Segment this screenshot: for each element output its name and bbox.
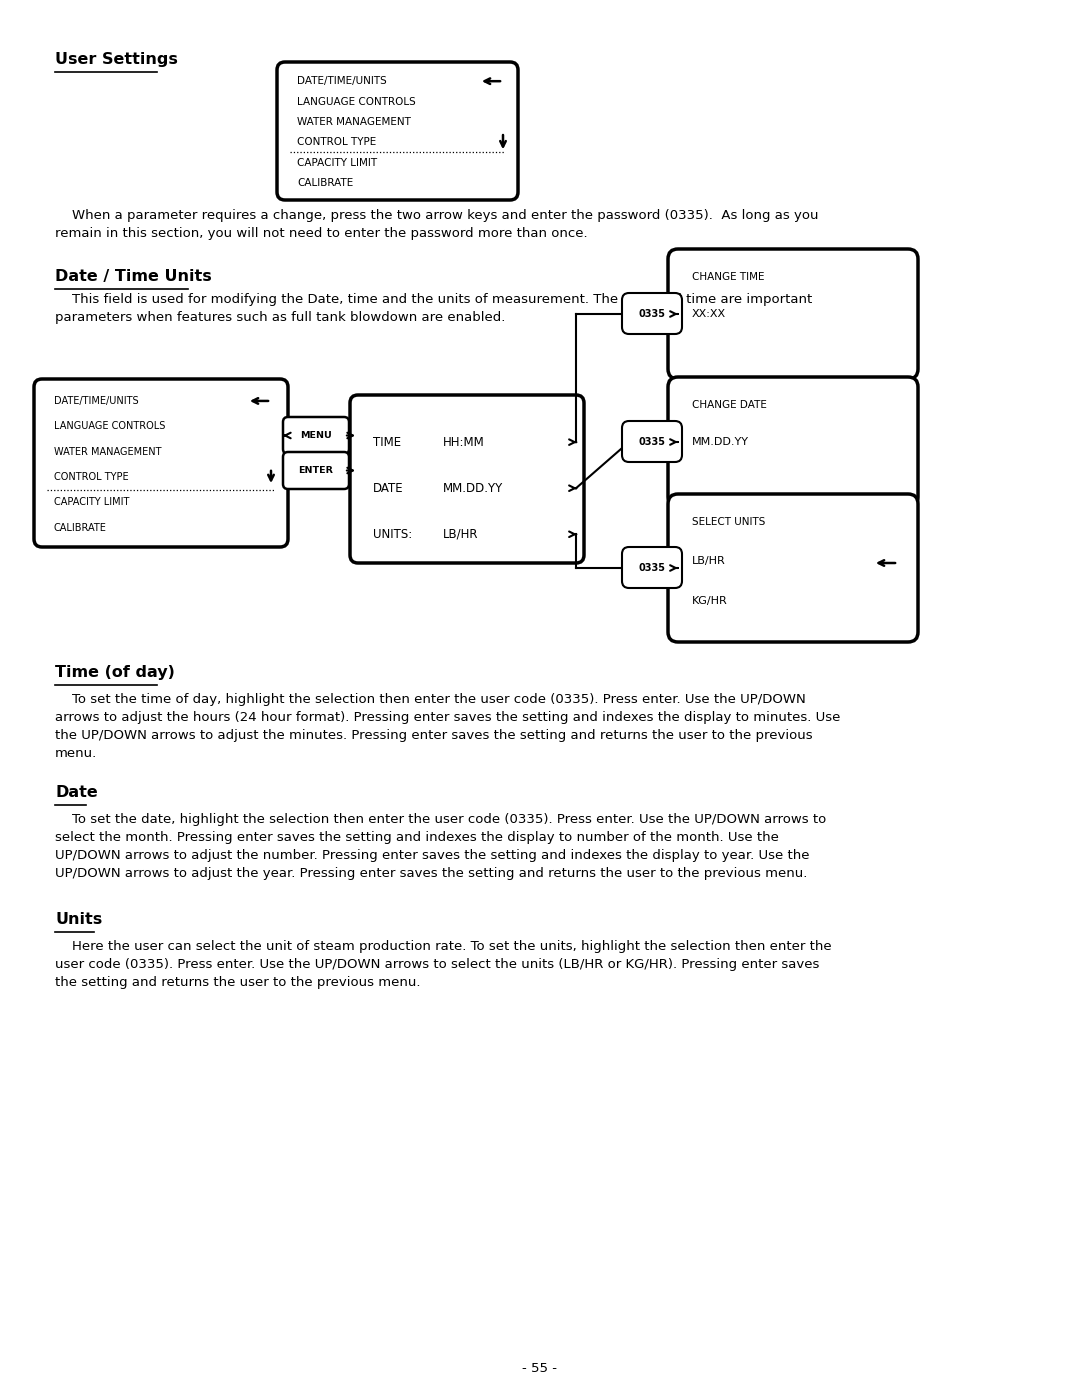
Text: Date: Date <box>55 785 98 800</box>
Text: DATE: DATE <box>373 482 404 495</box>
Text: 0335: 0335 <box>638 309 665 319</box>
FancyBboxPatch shape <box>669 377 918 507</box>
Text: DATE/TIME/UNITS: DATE/TIME/UNITS <box>54 395 138 407</box>
Text: CAPACITY LIMIT: CAPACITY LIMIT <box>297 158 377 168</box>
Text: DATE/TIME/UNITS: DATE/TIME/UNITS <box>297 77 387 87</box>
Text: When a parameter requires a change, press the two arrow keys and enter the passw: When a parameter requires a change, pres… <box>55 210 819 240</box>
Text: KG/HR: KG/HR <box>692 597 728 606</box>
Text: Time (of day): Time (of day) <box>55 665 175 680</box>
Text: TIME: TIME <box>373 436 401 448</box>
Text: LB/HR: LB/HR <box>692 556 726 566</box>
Text: CAPACITY LIMIT: CAPACITY LIMIT <box>54 497 130 507</box>
Text: CALIBRATE: CALIBRATE <box>297 177 353 187</box>
Text: WATER MANAGEMENT: WATER MANAGEMENT <box>54 447 162 457</box>
Text: LANGUAGE CONTROLS: LANGUAGE CONTROLS <box>297 96 416 106</box>
Text: CONTROL TYPE: CONTROL TYPE <box>54 472 129 482</box>
FancyBboxPatch shape <box>283 416 349 454</box>
FancyBboxPatch shape <box>283 453 349 489</box>
Text: 0335: 0335 <box>638 437 665 447</box>
Text: WATER MANAGEMENT: WATER MANAGEMENT <box>297 117 410 127</box>
FancyBboxPatch shape <box>33 379 288 548</box>
FancyBboxPatch shape <box>622 420 681 462</box>
FancyBboxPatch shape <box>669 249 918 379</box>
Text: UNITS:: UNITS: <box>373 528 413 541</box>
Text: This field is used for modifying the Date, time and the units of measurement. Th: This field is used for modifying the Dat… <box>55 293 812 324</box>
Text: CONTROL TYPE: CONTROL TYPE <box>297 137 376 147</box>
Text: 0335: 0335 <box>638 563 665 573</box>
Text: User Settings: User Settings <box>55 52 178 67</box>
Text: ENTER: ENTER <box>298 467 334 475</box>
FancyBboxPatch shape <box>276 61 518 200</box>
Text: LANGUAGE CONTROLS: LANGUAGE CONTROLS <box>54 422 165 432</box>
Text: - 55 -: - 55 - <box>523 1362 557 1375</box>
Text: Here the user can select the unit of steam production rate. To set the units, hi: Here the user can select the unit of ste… <box>55 940 832 989</box>
Text: MENU: MENU <box>300 432 332 440</box>
Text: HH:MM: HH:MM <box>443 436 485 448</box>
Text: LB/HR: LB/HR <box>443 528 478 541</box>
FancyBboxPatch shape <box>622 548 681 588</box>
Text: XX:XX: XX:XX <box>692 309 726 319</box>
FancyBboxPatch shape <box>669 495 918 643</box>
Text: Date / Time Units: Date / Time Units <box>55 270 212 284</box>
Text: MM.DD.YY: MM.DD.YY <box>692 437 750 447</box>
Text: MM.DD.YY: MM.DD.YY <box>443 482 503 495</box>
Text: CALIBRATE: CALIBRATE <box>54 522 107 532</box>
FancyBboxPatch shape <box>350 395 584 563</box>
Text: CHANGE DATE: CHANGE DATE <box>692 400 767 409</box>
Text: Units: Units <box>55 912 103 928</box>
Text: SELECT UNITS: SELECT UNITS <box>692 517 766 527</box>
Text: To set the time of day, highlight the selection then enter the user code (0335).: To set the time of day, highlight the se… <box>55 693 840 760</box>
Text: CHANGE TIME: CHANGE TIME <box>692 272 765 282</box>
FancyBboxPatch shape <box>622 293 681 334</box>
Text: To set the date, highlight the selection then enter the user code (0335). Press : To set the date, highlight the selection… <box>55 813 826 880</box>
